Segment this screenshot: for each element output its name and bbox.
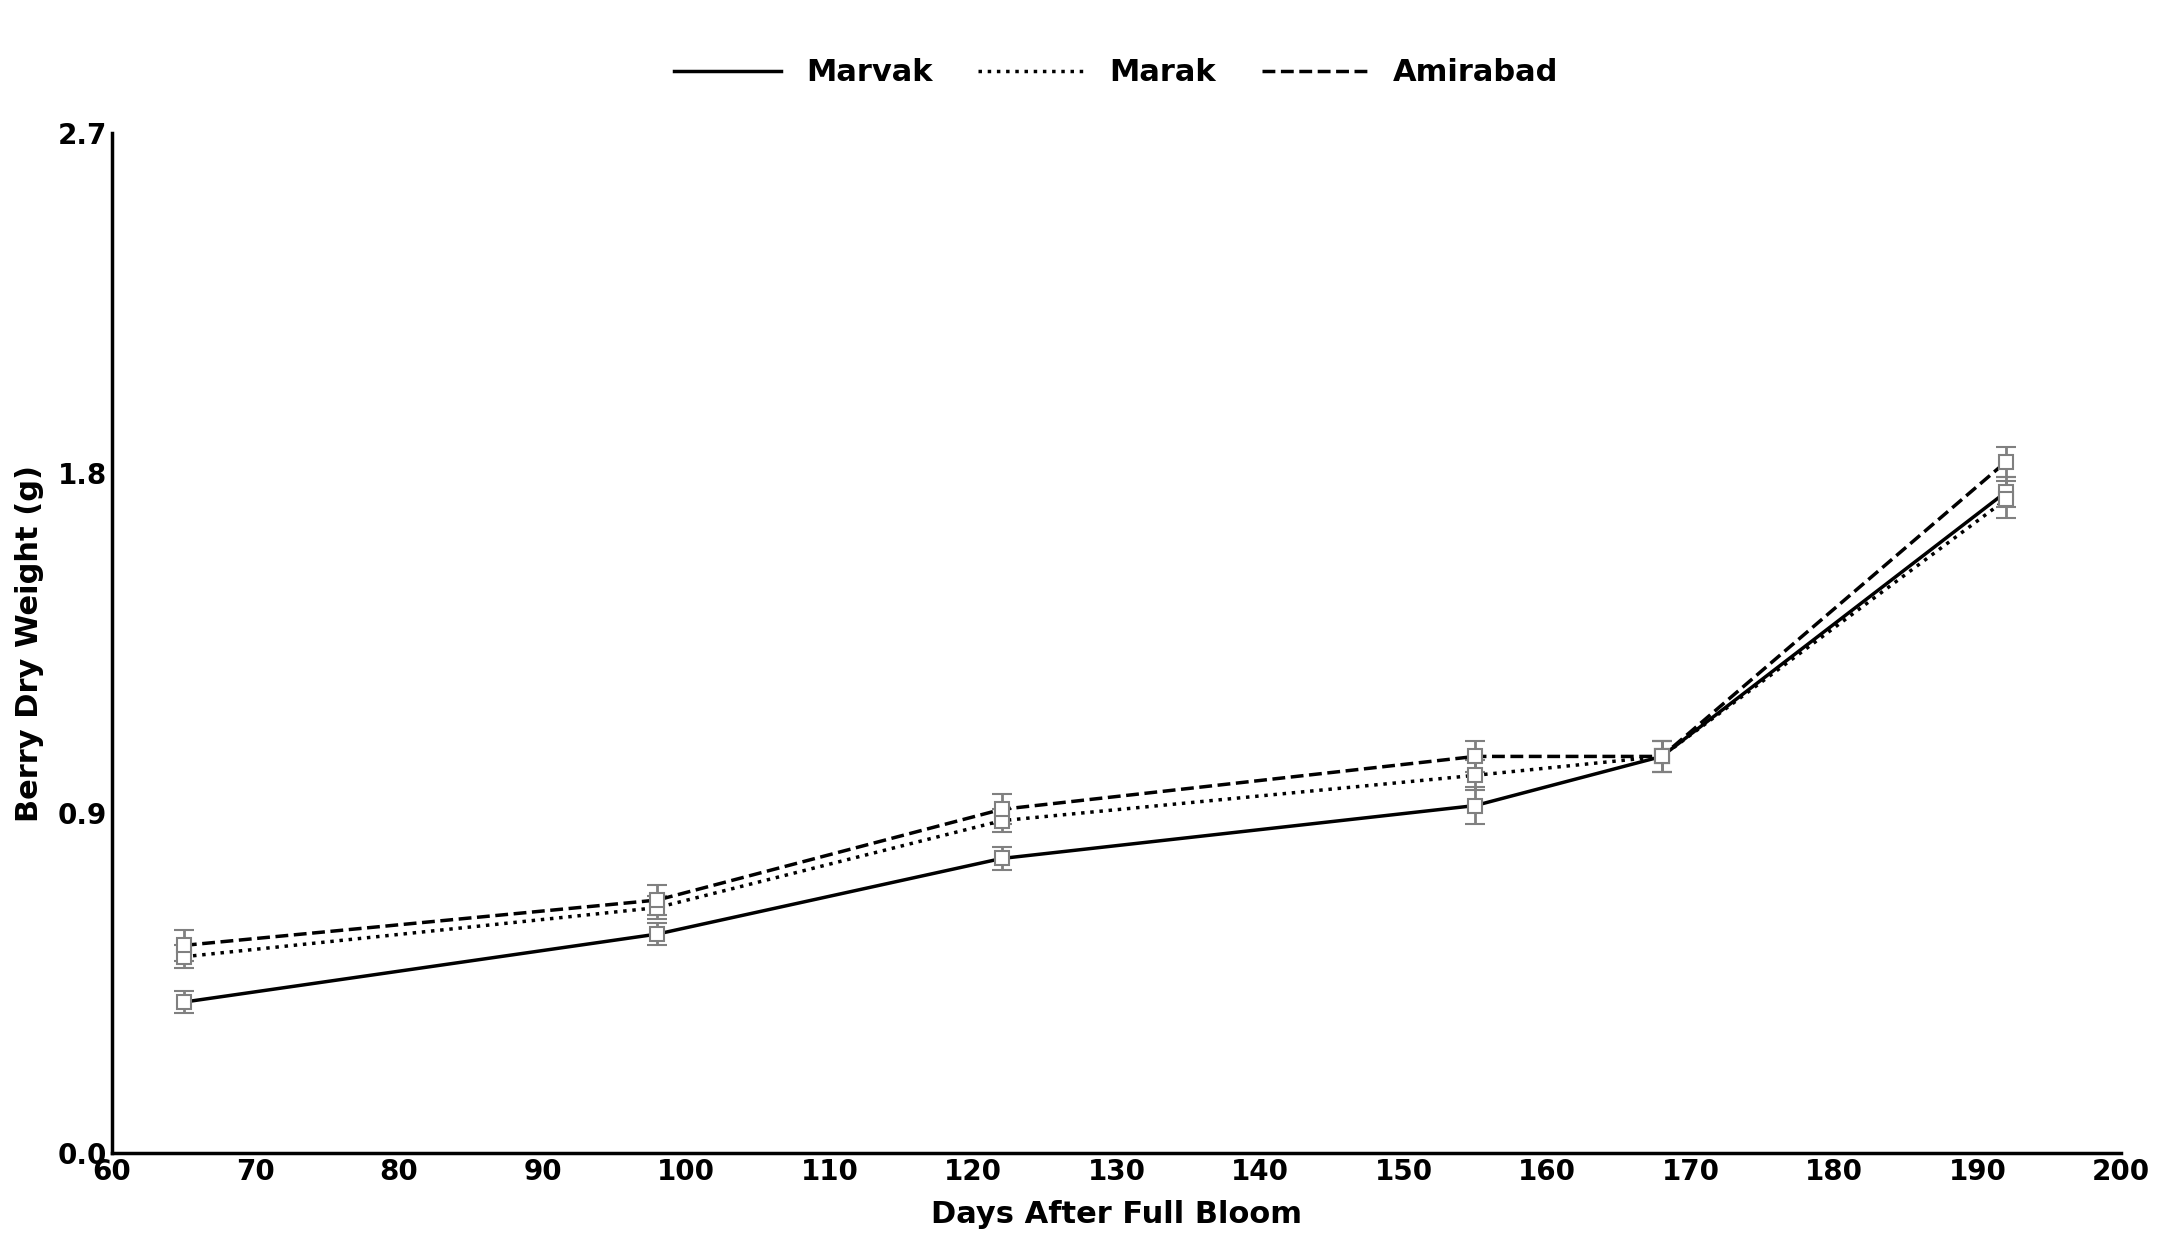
Y-axis label: Berry Dry Weight (g): Berry Dry Weight (g) [15,464,43,821]
X-axis label: Days After Full Bloom: Days After Full Bloom [931,1200,1301,1229]
Legend: Marvak, Marak, Amirabad: Marvak, Marak, Amirabad [662,46,1572,100]
